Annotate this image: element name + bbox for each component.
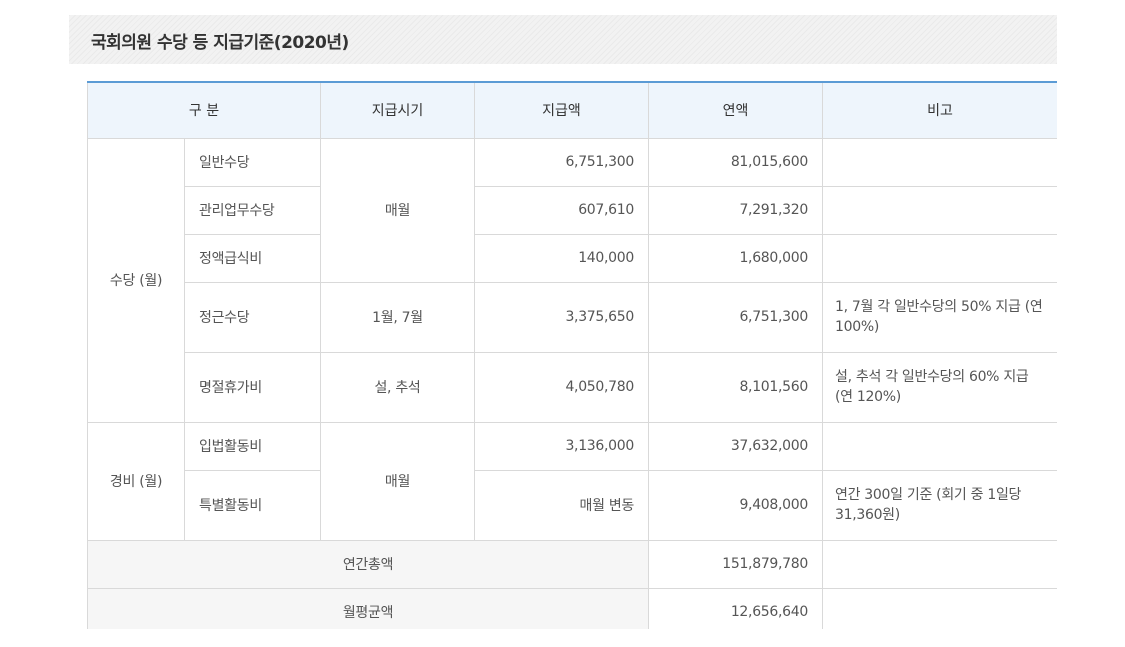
- item-label: 명절휴가비: [184, 351, 321, 423]
- timing-cell: 매월: [320, 421, 475, 541]
- note-cell: 연간 300일 기준 (회기 중 1일당 31,360원): [822, 469, 1057, 541]
- amount-cell: 607,610: [474, 185, 649, 235]
- amount-cell: 3,136,000: [474, 421, 649, 471]
- annual-cell: 8,101,560: [648, 351, 823, 423]
- item-label: 관리업무수당: [184, 185, 321, 235]
- note-cell: 1, 7월 각 일반수당의 50% 지급 (연 100%): [822, 281, 1057, 353]
- amount-cell: 3,375,650: [474, 281, 649, 353]
- table-row: 관리업무수당 607,610 7,291,320: [88, 185, 1057, 235]
- amount-cell: 140,000: [474, 233, 649, 283]
- note-cell: [822, 185, 1057, 235]
- header-amount: 지급액: [474, 81, 649, 139]
- note-cell: [822, 587, 1057, 629]
- total-label-annual: 연간총액: [87, 539, 649, 589]
- total-label-monthly: 월평균액: [87, 587, 649, 629]
- annual-cell: 9,408,000: [648, 469, 823, 541]
- group-label-expense: 경비 (월): [87, 421, 185, 541]
- allowance-table: 구 분 지급시기 지급액 연액 비고 수당 (월) 일반수당 매월 6,751,…: [87, 81, 1057, 629]
- item-label: 일반수당: [184, 137, 321, 187]
- table-container: 구 분 지급시기 지급액 연액 비고 수당 (월) 일반수당 매월 6,751,…: [87, 81, 1057, 629]
- header-timing: 지급시기: [320, 81, 475, 139]
- header-note: 비고: [822, 81, 1057, 139]
- item-label: 정근수당: [184, 281, 321, 353]
- table-row: 경비 (월) 입법활동비 매월 3,136,000 37,632,000: [87, 421, 1057, 541]
- group-label-allowance: 수당 (월): [87, 137, 185, 423]
- timing-cell: 1월, 7월: [320, 281, 475, 353]
- timing-cell: 설, 추석: [320, 351, 475, 423]
- amount-cell: 매월 변동: [474, 469, 649, 541]
- note-cell: [822, 233, 1057, 283]
- amount-cell: 4,050,780: [474, 351, 649, 423]
- note-cell: [822, 137, 1057, 187]
- total-value-monthly: 12,656,640: [648, 587, 823, 629]
- annual-cell: 6,751,300: [648, 281, 823, 353]
- note-cell: [822, 539, 1057, 589]
- item-label: 정액급식비: [184, 233, 321, 283]
- header-category: 구 분: [87, 81, 321, 139]
- title-bar: 국회의원 수당 등 지급기준(2020년): [69, 15, 1057, 64]
- total-row: 연간총액 151,879,780: [87, 539, 1057, 589]
- table-header-row: 구 분 지급시기 지급액 연액 비고: [87, 81, 1057, 139]
- item-label: 입법활동비: [184, 421, 321, 471]
- table-row: 정근수당 1월, 7월 3,375,650 6,751,300 1, 7월 각 …: [88, 281, 1057, 353]
- timing-cell: 매월: [320, 137, 475, 283]
- table-row: 수당 (월) 일반수당 매월 6,751,300 81,015,600: [87, 137, 1057, 423]
- table-row: 명절휴가비 설, 추석 4,050,780 8,101,560 설, 추석 각 …: [88, 351, 1057, 423]
- note-cell: [822, 421, 1057, 471]
- annual-cell: 1,680,000: [648, 233, 823, 283]
- amount-cell: 6,751,300: [474, 137, 649, 187]
- annual-cell: 7,291,320: [648, 185, 823, 235]
- total-value-annual: 151,879,780: [648, 539, 823, 589]
- total-row: 월평균액 12,656,640: [87, 587, 1057, 629]
- item-label: 특별활동비: [184, 469, 321, 541]
- annual-cell: 81,015,600: [648, 137, 823, 187]
- header-annual: 연액: [648, 81, 823, 139]
- table-row: 정액급식비 140,000 1,680,000: [88, 233, 1057, 283]
- annual-cell: 37,632,000: [648, 421, 823, 471]
- table-row: 특별활동비 매월 변동 9,408,000 연간 300일 기준 (회기 중 1…: [88, 469, 1057, 541]
- note-cell: 설, 추석 각 일반수당의 60% 지급 (연 120%): [822, 351, 1057, 423]
- page-title: 국회의원 수당 등 지급기준(2020년): [91, 33, 349, 53]
